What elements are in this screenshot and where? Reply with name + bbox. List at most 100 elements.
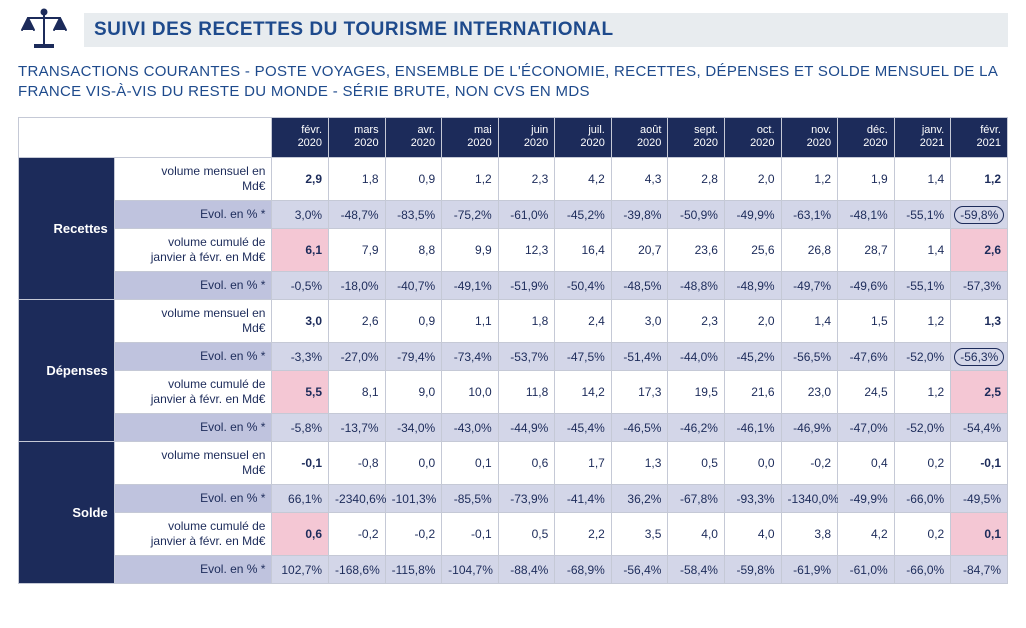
cell: 25,6 [724, 229, 781, 272]
table-row: Dépensesvolume mensuel enMd€3,02,60,91,1… [19, 300, 1008, 343]
cell: 2,6 [951, 229, 1008, 272]
cell: 0,4 [838, 442, 895, 485]
cell: 3,0 [272, 300, 329, 343]
cell: 2,6 [329, 300, 386, 343]
cell: 3,5 [611, 513, 668, 556]
cell: -0,1 [442, 513, 499, 556]
table-row: Evol. en % *-5,8%-13,7%-34,0%-43,0%-44,9… [19, 414, 1008, 442]
table-row: volume cumulé dejanvier à févr. en Md€6,… [19, 229, 1008, 272]
header-month: févr.2020 [272, 117, 329, 158]
cell: -34,0% [385, 414, 442, 442]
table-row: Soldevolume mensuel enMd€-0,1-0,80,00,10… [19, 442, 1008, 485]
cell: 1,4 [894, 229, 951, 272]
cell: 2,4 [555, 300, 612, 343]
row-label: Evol. en % * [114, 201, 272, 229]
row-label: Evol. en % * [114, 485, 272, 513]
cell: -115,8% [385, 556, 442, 584]
cell: 1,3 [951, 300, 1008, 343]
cell: 4,3 [611, 158, 668, 201]
cell: 6,1 [272, 229, 329, 272]
cell: 1,8 [498, 300, 555, 343]
cell: 102,7% [272, 556, 329, 584]
cell: -88,4% [498, 556, 555, 584]
cell: 1,8 [329, 158, 386, 201]
cell: -56,5% [781, 343, 838, 371]
cell: 14,2 [555, 371, 612, 414]
section-solde: Solde [19, 442, 115, 584]
header-blank [19, 117, 272, 158]
cell: -3,3% [272, 343, 329, 371]
cell: 10,0 [442, 371, 499, 414]
cell: -47,0% [838, 414, 895, 442]
cell: 0,1 [442, 442, 499, 485]
cell: 26,8 [781, 229, 838, 272]
cell: -51,9% [498, 272, 555, 300]
cell: -40,7% [385, 272, 442, 300]
cell: -101,3% [385, 485, 442, 513]
cell: -66,0% [894, 556, 951, 584]
cell: 2,0 [724, 158, 781, 201]
cell: 8,8 [385, 229, 442, 272]
cell: -49,9% [724, 201, 781, 229]
cell: -0,2 [329, 513, 386, 556]
cell: -52,0% [894, 414, 951, 442]
cell: 0,5 [668, 442, 725, 485]
table-row: volume cumulé dejanvier à févr. en Md€0,… [19, 513, 1008, 556]
cell: 2,3 [668, 300, 725, 343]
table-row: Evol. en % *-0,5%-18,0%-40,7%-49,1%-51,9… [19, 272, 1008, 300]
table-row: volume cumulé dejanvier à févr. en Md€5,… [19, 371, 1008, 414]
cell: 3,0 [611, 300, 668, 343]
cell: -45,2% [724, 343, 781, 371]
cell: -55,1% [894, 272, 951, 300]
cell: -27,0% [329, 343, 386, 371]
cell: 2,0 [724, 300, 781, 343]
cell: -53,7% [498, 343, 555, 371]
cell: 1,1 [442, 300, 499, 343]
row-label: volume mensuel enMd€ [114, 300, 272, 343]
cell: -0,5% [272, 272, 329, 300]
cell: -85,5% [442, 485, 499, 513]
cell: 1,2 [894, 371, 951, 414]
cell: 3,0% [272, 201, 329, 229]
cell: 0,0 [385, 442, 442, 485]
header-month: août2020 [611, 117, 668, 158]
cell: 1,2 [951, 158, 1008, 201]
cell: -0,2 [385, 513, 442, 556]
header-month: janv.2021 [894, 117, 951, 158]
row-label: volume cumulé dejanvier à févr. en Md€ [114, 229, 272, 272]
cell: -49,1% [442, 272, 499, 300]
cell: -168,6% [329, 556, 386, 584]
cell: -56,3% [951, 343, 1008, 371]
cell: 1,9 [838, 158, 895, 201]
table-row: Evol. en % *66,1%-2340,6%-101,3%-85,5%-7… [19, 485, 1008, 513]
cell: -51,4% [611, 343, 668, 371]
cell: 1,4 [894, 158, 951, 201]
table-row: Evol. en % *102,7%-168,6%-115,8%-104,7%-… [19, 556, 1008, 584]
cell: -68,9% [555, 556, 612, 584]
cell: -5,8% [272, 414, 329, 442]
cell: -59,8% [951, 201, 1008, 229]
cell: -56,4% [611, 556, 668, 584]
cell: -83,5% [385, 201, 442, 229]
cell: 23,0 [781, 371, 838, 414]
cell: 4,0 [668, 513, 725, 556]
cell: 2,9 [272, 158, 329, 201]
cell: 5,5 [272, 371, 329, 414]
section-dépenses: Dépenses [19, 300, 115, 442]
cell: -93,3% [724, 485, 781, 513]
cell: -45,4% [555, 414, 612, 442]
cell: -41,4% [555, 485, 612, 513]
cell: -104,7% [442, 556, 499, 584]
cell: -50,4% [555, 272, 612, 300]
cell: -39,8% [611, 201, 668, 229]
cell: 1,4 [781, 300, 838, 343]
cell: 1,2 [781, 158, 838, 201]
row-label: volume mensuel enMd€ [114, 442, 272, 485]
cell: 0,6 [498, 442, 555, 485]
row-label: volume mensuel enMd€ [114, 158, 272, 201]
cell: 2,3 [498, 158, 555, 201]
cell: 4,2 [838, 513, 895, 556]
cell: -47,5% [555, 343, 612, 371]
header-month: nov.2020 [781, 117, 838, 158]
cell: -49,7% [781, 272, 838, 300]
